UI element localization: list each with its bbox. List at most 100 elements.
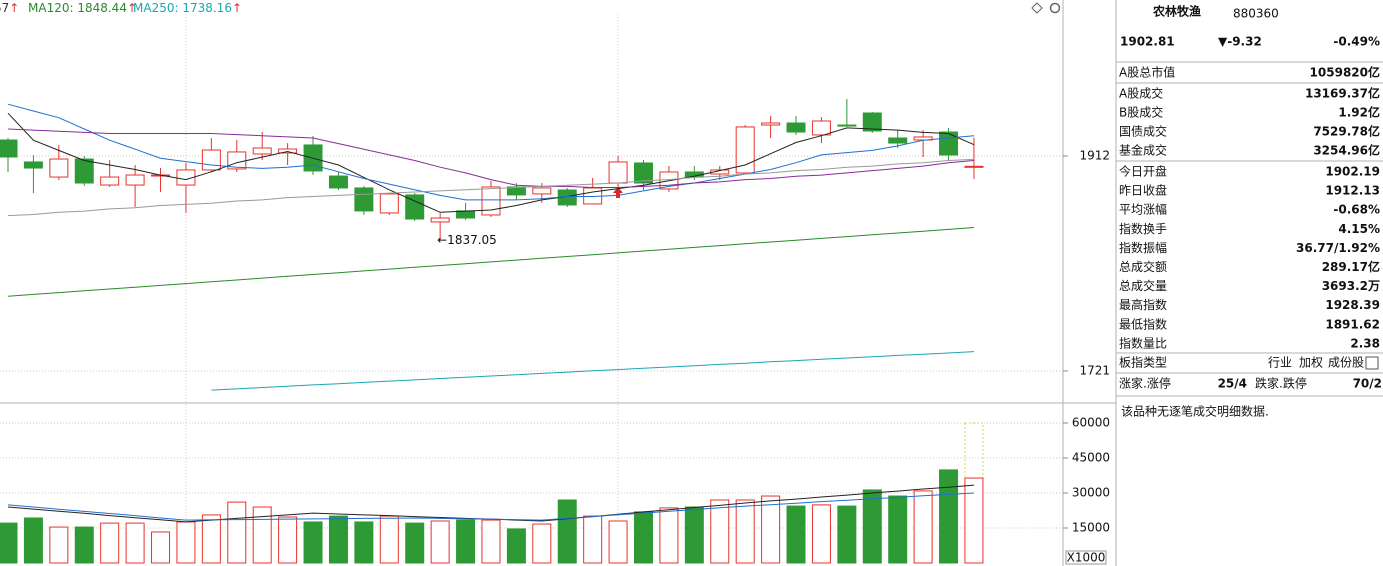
- volume-bar: [49, 526, 69, 564]
- stat-value: 13169.37亿: [1305, 86, 1380, 101]
- volume-bar: [913, 490, 933, 564]
- sector-name: 农林牧渔: [1152, 4, 1201, 19]
- up-label: 涨家.涨停: [1119, 376, 1171, 391]
- stat-value: 2.38: [1350, 336, 1380, 350]
- stat-value: 1912.13: [1325, 184, 1380, 198]
- sector-icon[interactable]: [1365, 356, 1379, 370]
- ma-line: [7, 103, 975, 201]
- stat-value: 4.15%: [1338, 222, 1380, 236]
- volume-bar: [964, 477, 984, 564]
- volume-bar: [481, 519, 501, 564]
- volume-bar: [786, 505, 806, 564]
- volume-bar: [583, 515, 603, 564]
- candle-body: [125, 174, 145, 186]
- sector-type-option[interactable]: 加权: [1299, 356, 1323, 370]
- volume-bar: [608, 520, 628, 564]
- candle-body: [786, 122, 806, 133]
- volume-bar: [379, 515, 399, 564]
- volume-bar: [659, 507, 679, 564]
- ma-legend-text: MA120: 1848.44: [28, 1, 127, 15]
- ma-legend-text: MA250: 1738.16: [133, 1, 232, 15]
- volume-bar: [506, 528, 526, 564]
- candle-body: [608, 161, 628, 184]
- sector-type-option[interactable]: 行业: [1268, 356, 1292, 370]
- candle-body: [176, 169, 196, 186]
- stat-label: 最高指数: [1119, 297, 1167, 312]
- volume-bar: [684, 506, 704, 564]
- volume-bar: [888, 495, 908, 564]
- ma-legend-arrow: ↑: [127, 1, 137, 15]
- volume-bar: [354, 521, 374, 564]
- ma-line: [7, 227, 975, 297]
- y-tick-label: 30000: [1072, 485, 1110, 499]
- ma-line: [7, 112, 975, 213]
- ma-legend-arrow: ↑: [9, 1, 19, 15]
- y-tick-label: 60000: [1072, 415, 1110, 429]
- volume-bar: [710, 499, 730, 564]
- candle-body: [761, 122, 781, 126]
- candle-body: [405, 194, 425, 220]
- stat-value: 7529.78亿: [1313, 124, 1380, 139]
- stat-value: 289.17亿: [1322, 259, 1380, 274]
- stat-label: 基金成交: [1119, 143, 1167, 158]
- volume-bar: [837, 505, 857, 564]
- ma-line: [211, 351, 975, 391]
- stat-label: 今日开盘: [1119, 164, 1167, 179]
- volume-bar: [74, 526, 94, 564]
- up-count: 25/4: [1218, 377, 1247, 391]
- stat-label: A股成交: [1119, 86, 1163, 101]
- candle-body: [862, 112, 882, 132]
- volume-bar: [532, 523, 552, 564]
- y-tick-label: 15000: [1072, 520, 1110, 534]
- stat-label: 总成交量: [1119, 278, 1167, 293]
- volume-bar: [456, 519, 476, 564]
- candle-body: [379, 193, 399, 214]
- candle-body: [506, 186, 526, 196]
- volume-bar: [151, 531, 171, 564]
- candle-body: [0, 139, 18, 158]
- stat-label: 昨日收盘: [1119, 183, 1167, 198]
- stat-label: A股总市值: [1119, 65, 1175, 80]
- stat-label: 指数振幅: [1119, 240, 1167, 255]
- volume-bar: [939, 469, 959, 564]
- candle-body: [888, 137, 908, 144]
- volume-bar: [278, 516, 298, 564]
- candle-body: [201, 149, 221, 171]
- volume-bar: [0, 522, 18, 564]
- volume-bar: [176, 521, 196, 564]
- candle-body: [837, 124, 857, 127]
- candle-body: [811, 120, 831, 136]
- volume-bar: [405, 522, 425, 564]
- ma-legend-arrow: ↑: [232, 1, 242, 15]
- volume-bar: [201, 514, 221, 564]
- volume-bar: [862, 489, 882, 564]
- candle-body: [456, 210, 476, 219]
- stat-value: 3693.2万: [1322, 279, 1380, 293]
- stat-value: -0.68%: [1333, 203, 1380, 217]
- ma-legend: 57↑: [0, 1, 19, 15]
- stat-value: 1.92亿: [1338, 105, 1380, 120]
- settings-icon[interactable]: [1049, 2, 1061, 14]
- candle-body: [23, 161, 43, 169]
- diamond-icon[interactable]: [1031, 2, 1043, 14]
- candle-body: [252, 147, 272, 155]
- low-annotation: ←1837.05: [437, 233, 497, 247]
- volume-bar: [252, 506, 272, 564]
- candle-body: [634, 162, 653, 184]
- stat-value: 1928.39: [1325, 298, 1380, 312]
- sector-type-option[interactable]: 成份股: [1328, 356, 1364, 370]
- stat-label: 国债成交: [1119, 124, 1167, 139]
- price-change: ▼-9.32: [1218, 35, 1262, 49]
- stat-label: B股成交: [1119, 105, 1163, 120]
- ma-line: [7, 128, 975, 188]
- volume-bar: [735, 499, 755, 564]
- candle-body: [481, 186, 501, 216]
- volume-bar: [557, 499, 577, 564]
- stat-value: 1059820亿: [1310, 65, 1380, 80]
- last-price: 1902.81: [1120, 35, 1175, 49]
- y-tick-label: 1721: [1079, 363, 1110, 377]
- down-count: 70/2: [1353, 377, 1382, 391]
- stat-label: 指数换手: [1119, 221, 1167, 236]
- volume-estimate: [964, 422, 984, 479]
